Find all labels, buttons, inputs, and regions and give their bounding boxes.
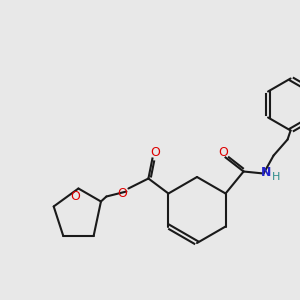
Text: N: N — [260, 166, 271, 179]
Text: H: H — [272, 172, 280, 182]
Text: O: O — [219, 146, 229, 159]
Text: O: O — [151, 146, 160, 159]
Text: O: O — [70, 190, 80, 203]
Text: O: O — [118, 187, 128, 200]
